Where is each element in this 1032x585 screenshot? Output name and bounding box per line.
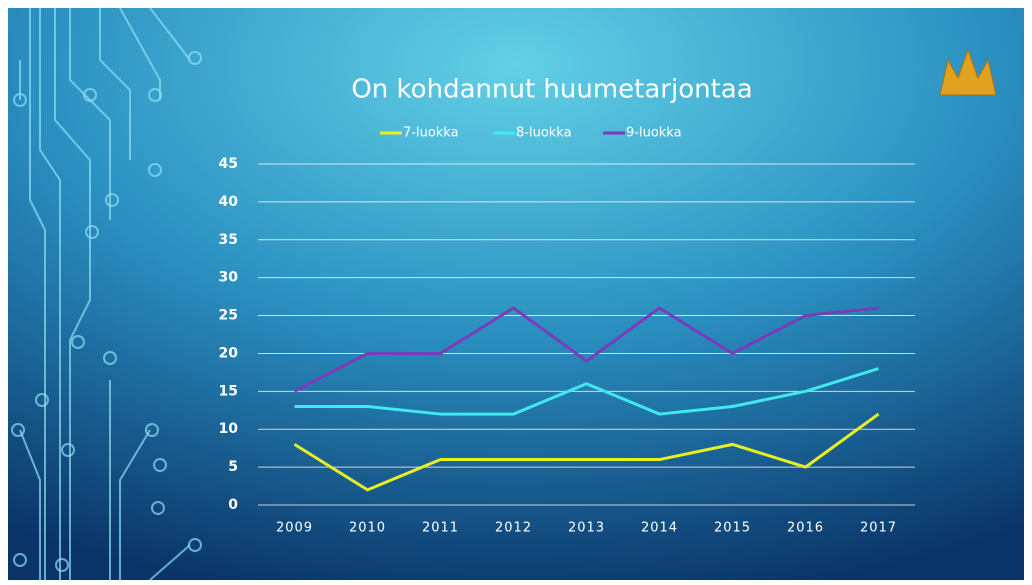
x-tick-label: 2011	[422, 521, 459, 536]
x-tick-label: 2016	[787, 521, 824, 536]
x-tick-label: 2013	[568, 521, 605, 536]
x-tick-label: 2012	[495, 521, 532, 536]
legend-label: 9-luokka	[626, 126, 682, 141]
series-line	[293, 412, 880, 492]
y-tick-label: 5	[228, 459, 238, 475]
y-tick-label: 10	[219, 421, 239, 437]
y-tick-label: 15	[219, 383, 238, 399]
background	[8, 8, 1024, 580]
y-tick-label: 30	[219, 270, 239, 286]
legend: 7-luokka 8-luokka 9-luokka	[380, 126, 682, 141]
x-tick-label: 2014	[641, 521, 678, 536]
legend-label: 8-luokka	[516, 126, 572, 141]
series-line	[294, 367, 879, 416]
y-tick-label: 25	[219, 308, 238, 324]
y-tick-label: 45	[219, 156, 238, 172]
y-tick-label: 0	[228, 497, 238, 513]
x-tick-label: 2017	[860, 521, 897, 536]
x-tick-label: 2015	[714, 521, 751, 536]
logo	[939, 48, 997, 96]
y-tick-label: 35	[219, 232, 238, 248]
x-tick-label: 2009	[276, 521, 313, 536]
y-tick-label: 20	[219, 345, 239, 361]
chart-title: On kohdannut huumetarjontaa	[351, 75, 752, 105]
y-tick-label: 40	[219, 194, 239, 210]
legend-label: 7-luokka	[403, 126, 459, 141]
series-line	[293, 306, 879, 393]
x-tick-label: 2010	[349, 521, 386, 536]
circuit-decoration	[11, 7, 202, 581]
